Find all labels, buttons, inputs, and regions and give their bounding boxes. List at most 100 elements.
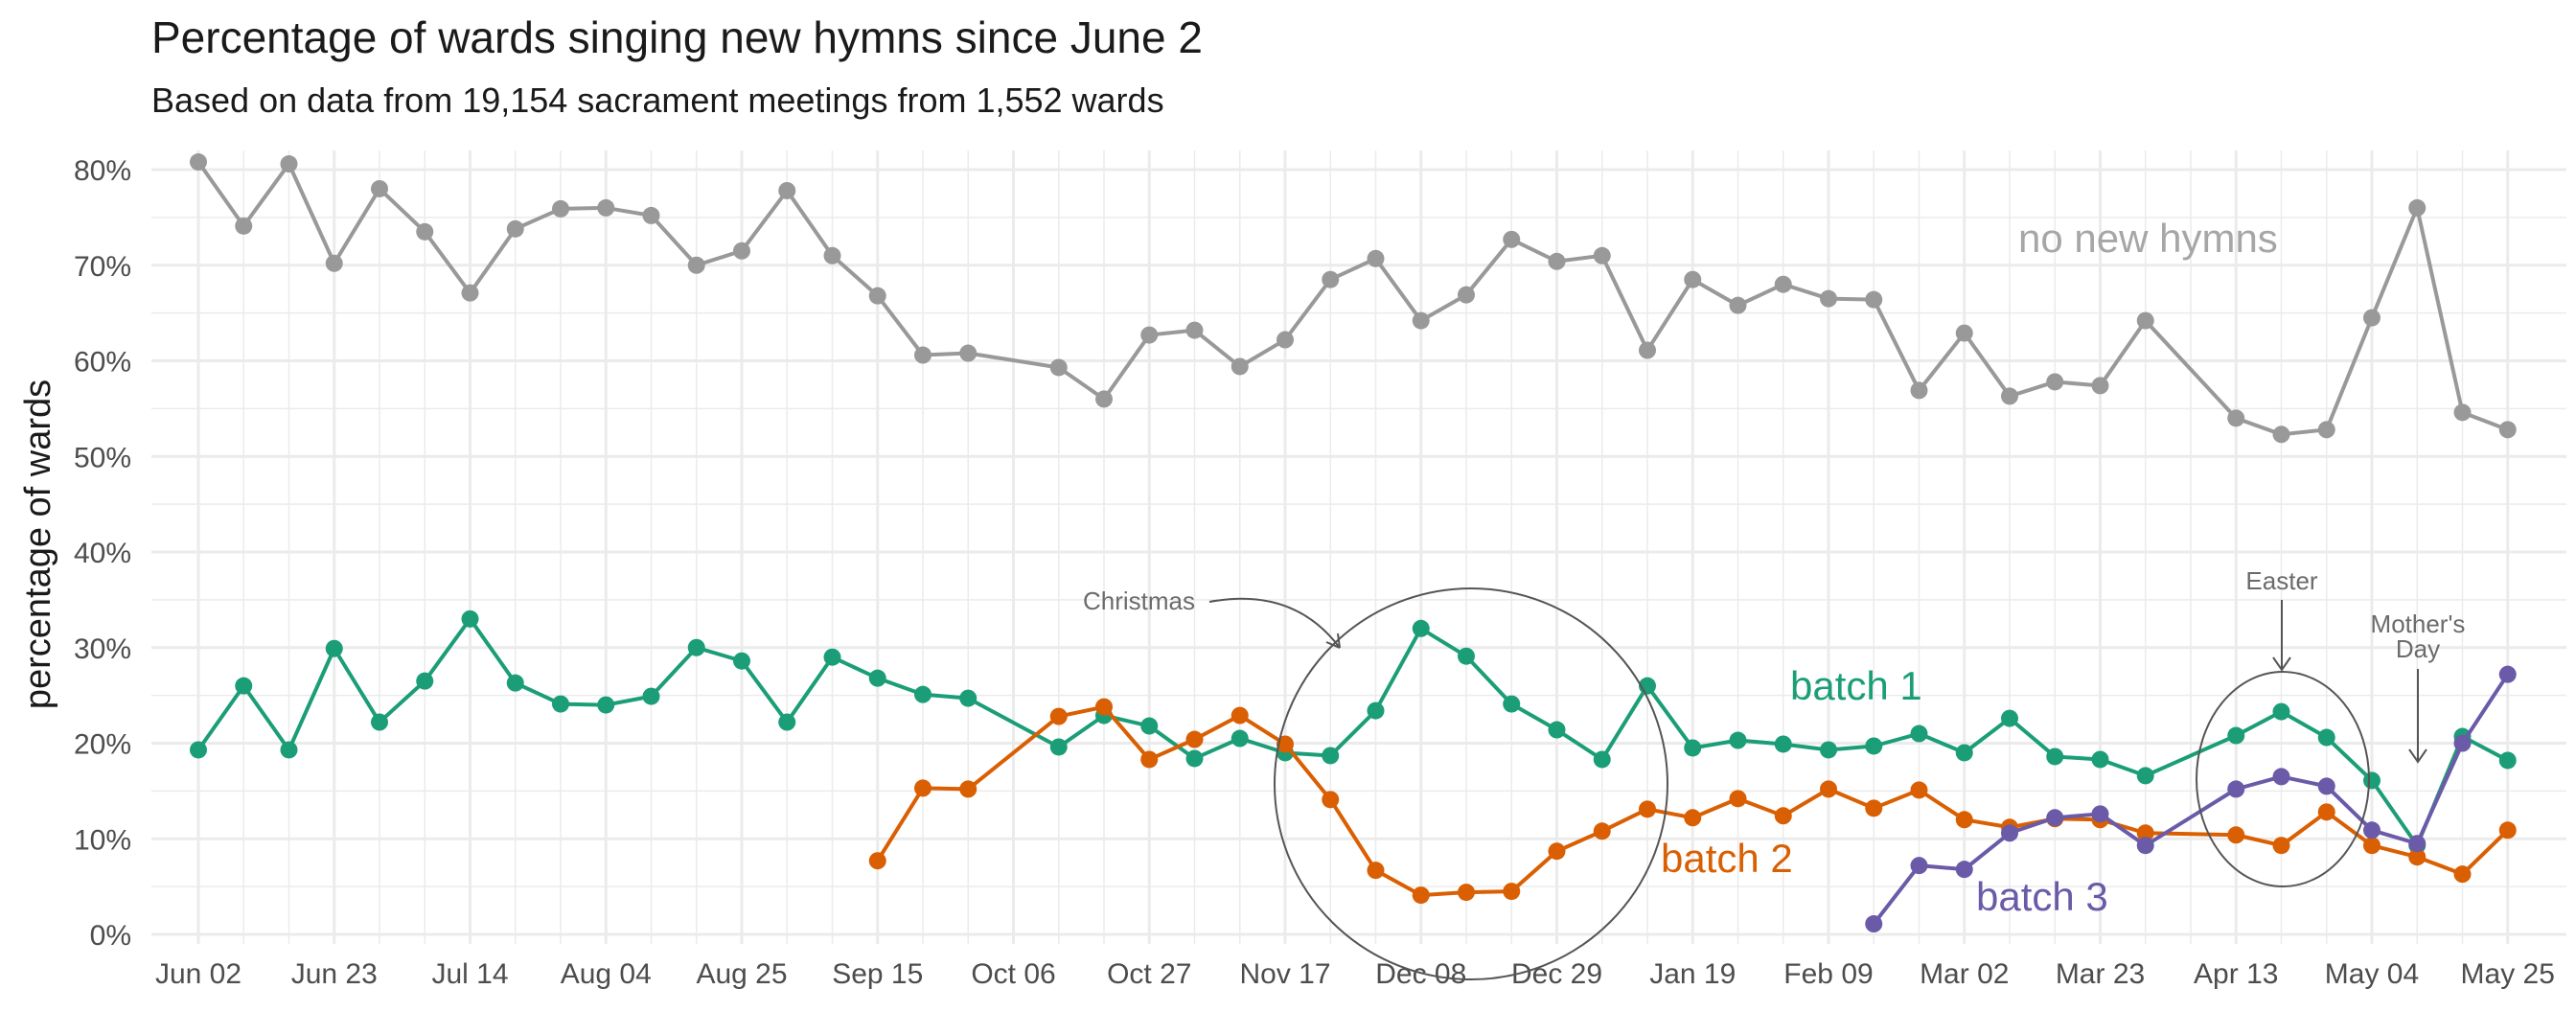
- data-point-no-new-hymns: [1185, 321, 1204, 339]
- data-point-batch-2: [1774, 807, 1792, 825]
- data-point-no-new-hymns: [1774, 275, 1792, 293]
- data-point-no-new-hymns: [2091, 377, 2109, 395]
- data-point-no-new-hymns: [2136, 311, 2154, 330]
- series-batch-3: [1865, 665, 2517, 933]
- data-point-batch-1: [2136, 767, 2154, 785]
- data-point-no-new-hymns: [1276, 331, 1294, 349]
- x-axis-ticks: Jun 02 Jun 23 Jul 14 Aug 04 Aug 25 Sep 15 Oct …: [155, 958, 2555, 990]
- data-point-no-new-hymns: [2046, 373, 2064, 391]
- y-tick-label: 70%: [74, 251, 131, 283]
- data-point-no-new-hymns: [416, 222, 434, 241]
- x-tick-label: Mar 02: [1920, 958, 2009, 990]
- data-point-batch-1: [1503, 695, 1521, 713]
- data-point-batch-2: [2272, 837, 2290, 855]
- data-point-batch-1: [2498, 751, 2517, 770]
- series-no-new-hymns: [190, 153, 2517, 444]
- data-point-batch-2: [1367, 862, 1385, 880]
- data-point-batch-2: [1684, 809, 1702, 827]
- x-tick-label: Apr 13: [2194, 958, 2278, 990]
- data-point-batch-1: [2317, 728, 2335, 747]
- data-point-batch-1: [552, 695, 569, 713]
- x-tick-label: May 04: [2325, 958, 2419, 990]
- data-point-batch-2: [2227, 826, 2245, 844]
- data-point-batch-1: [2272, 702, 2290, 721]
- data-point-no-new-hymns: [2408, 198, 2426, 217]
- data-point-batch-2: [2498, 821, 2517, 840]
- data-point-batch-3: [1910, 857, 1928, 875]
- x-tick-label: Aug 25: [696, 958, 787, 990]
- data-point-batch-2: [1639, 800, 1656, 818]
- data-point-batch-2: [1503, 883, 1521, 901]
- data-point-batch-1: [1322, 747, 1340, 765]
- data-point-batch-2: [2317, 803, 2335, 821]
- data-point-batch-3: [2227, 780, 2245, 798]
- x-tick-label: May 25: [2461, 958, 2555, 990]
- data-point-batch-3: [1865, 915, 1883, 933]
- data-point-batch-1: [461, 610, 479, 628]
- data-point-batch-3: [2317, 777, 2335, 795]
- data-point-no-new-hymns: [461, 284, 479, 302]
- x-tick-label: Oct 06: [971, 958, 1055, 990]
- data-point-batch-3: [2272, 768, 2290, 786]
- data-point-batch-1: [914, 685, 932, 703]
- y-axis-ticks: 0% 10% 20% 30% 40% 50% 60% 70% 80%: [74, 155, 131, 952]
- data-point-no-new-hymns: [597, 198, 615, 217]
- data-point-batch-1: [1458, 647, 1475, 665]
- data-point-no-new-hymns: [552, 199, 569, 218]
- x-tick-label: Jun 02: [155, 958, 242, 990]
- data-point-batch-2: [2136, 824, 2154, 842]
- data-point-batch-1: [1684, 739, 1702, 757]
- data-point-no-new-hymns: [959, 344, 978, 362]
- data-point-batch-1: [1774, 735, 1792, 753]
- data-point-batch-1: [642, 687, 660, 705]
- data-point-batch-1: [2091, 750, 2109, 769]
- data-point-batch-2: [1230, 706, 1249, 724]
- data-point-batch-1: [778, 713, 796, 731]
- data-point-no-new-hymns: [733, 242, 750, 260]
- data-point-batch-1: [506, 674, 524, 692]
- y-tick-label: 30%: [74, 633, 131, 665]
- mothers-day-arrowhead: [2408, 748, 2427, 764]
- x-tick-label: Feb 09: [1783, 958, 1873, 990]
- data-point-batch-1: [1049, 738, 1068, 756]
- data-point-no-new-hymns: [1593, 246, 1611, 264]
- data-point-batch-3: [2408, 835, 2426, 853]
- data-point-no-new-hymns: [1548, 252, 1566, 270]
- y-tick-label: 50%: [74, 442, 131, 473]
- data-point-no-new-hymns: [235, 217, 253, 235]
- data-point-batch-2: [959, 780, 978, 798]
- data-point-batch-1: [190, 741, 207, 759]
- series-line-batch-1: [196, 616, 2509, 848]
- x-tick-label: Mar 23: [2056, 958, 2145, 990]
- data-point-batch-1: [2363, 771, 2380, 790]
- christmas-label: Christmas: [1083, 586, 1195, 615]
- y-tick-label: 20%: [74, 729, 131, 761]
- data-point-no-new-hymns: [280, 155, 298, 173]
- chart-subtitle: Based on data from 19,154 sacrament meet…: [151, 80, 1164, 120]
- series-batch-1: [190, 610, 2517, 855]
- x-tick-label: Jul 14: [431, 958, 508, 990]
- easter-arrowhead: [2272, 656, 2291, 672]
- data-point-no-new-hymns: [1367, 249, 1385, 267]
- data-point-batch-1: [2001, 709, 2018, 727]
- data-point-batch-1: [235, 677, 253, 695]
- data-point-batch-1: [597, 696, 615, 714]
- data-point-batch-1: [1729, 731, 1747, 749]
- christmas-arrowhead: [1325, 632, 1341, 649]
- x-tick-label: Sep 15: [832, 958, 923, 990]
- y-tick-label: 40%: [74, 538, 131, 569]
- data-point-no-new-hymns: [823, 246, 841, 264]
- mothers-day-label-line1: Mother's: [2371, 610, 2466, 638]
- data-point-no-new-hymns: [2363, 309, 2380, 327]
- data-point-batch-1: [2046, 748, 2064, 766]
- x-tick-label: Dec 29: [1511, 958, 1602, 990]
- data-point-batch-1: [823, 648, 841, 666]
- data-point-no-new-hymns: [1910, 381, 1928, 400]
- series-group: [190, 153, 2517, 933]
- data-point-no-new-hymns: [506, 219, 524, 238]
- series-labels: no new hymns batch 1 batch 2 batch 3: [1661, 216, 2278, 919]
- data-point-batch-2: [1412, 886, 1430, 905]
- data-point-no-new-hymns: [1503, 230, 1521, 248]
- y-tick-label: 80%: [74, 155, 131, 187]
